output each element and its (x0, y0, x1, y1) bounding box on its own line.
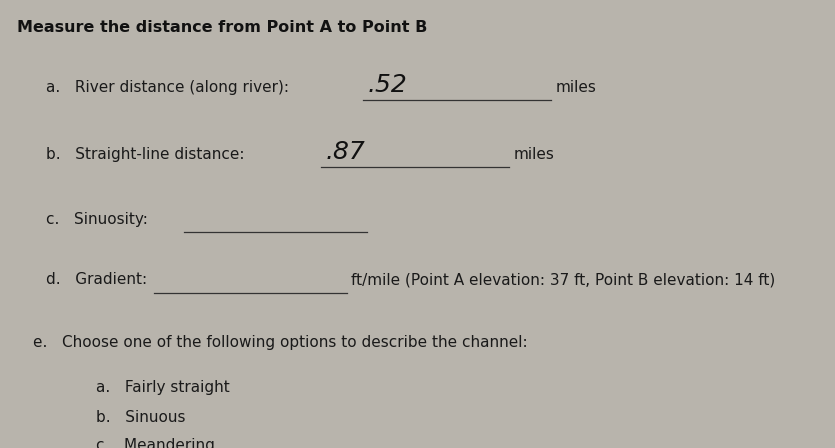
Text: c.   Sinuosity:: c. Sinuosity: (46, 212, 153, 227)
Text: ft/mile (Point A elevation: 37 ft, Point B elevation: 14 ft): ft/mile (Point A elevation: 37 ft, Point… (351, 272, 775, 288)
Text: Measure the distance from Point A to Point B: Measure the distance from Point A to Poi… (17, 20, 427, 35)
Text: d.   Gradient:: d. Gradient: (46, 272, 152, 288)
Text: miles: miles (514, 147, 554, 162)
Text: .87: .87 (326, 140, 366, 164)
Text: a.   River distance (along river):: a. River distance (along river): (46, 80, 294, 95)
Text: .52: .52 (367, 73, 407, 97)
Text: a.   Fairly straight: a. Fairly straight (96, 380, 230, 395)
Text: c.   Meandering: c. Meandering (96, 438, 215, 448)
Text: b.   Sinuous: b. Sinuous (96, 410, 185, 425)
Text: e.   Choose one of the following options to describe the channel:: e. Choose one of the following options t… (33, 335, 528, 350)
Text: miles: miles (555, 80, 596, 95)
Text: b.   Straight-line distance:: b. Straight-line distance: (46, 147, 250, 162)
